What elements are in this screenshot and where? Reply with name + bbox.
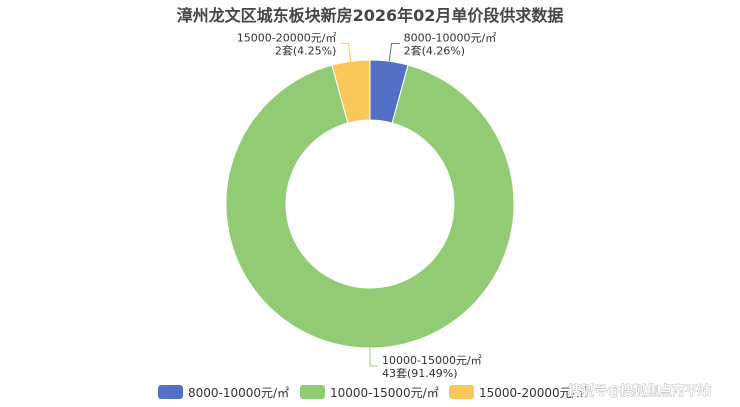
slice-2[interactable] xyxy=(331,59,371,124)
label-line-2 xyxy=(340,42,352,62)
legend[interactable]: 8000-10000元/㎡ 10000-15000元/㎡ 15000-20000元/… xyxy=(158,385,588,400)
legend-label-0[interactable]: 8000-10000元/㎡ xyxy=(188,386,289,400)
legend-swatch-2[interactable] xyxy=(449,385,474,399)
slice-label-name-0: 8000-10000元/㎡ xyxy=(404,31,497,44)
slice-1[interactable] xyxy=(225,64,515,349)
slice-group xyxy=(225,59,515,349)
slice-label-value-1: 43套(91.49%) xyxy=(382,367,458,380)
legend-label-2[interactable]: 15000-20000元/㎡ xyxy=(479,386,588,400)
legend-label-1[interactable]: 10000-15000元/㎡ xyxy=(330,386,439,400)
label-line-0 xyxy=(388,42,400,62)
watermark: 搜狐号@搜狐焦点南平站 xyxy=(568,383,711,399)
label-line-1 xyxy=(369,348,378,367)
slice-label-name-2: 15000-20000元/㎡ xyxy=(237,31,337,44)
legend-swatch-0[interactable] xyxy=(158,385,183,399)
legend-swatch-1[interactable] xyxy=(300,385,325,399)
slice-label-value-2: 2套(4.25%) xyxy=(275,44,337,57)
slice-label-name-1: 10000-15000元/㎡ xyxy=(382,354,482,367)
chart-title: 漳州龙文区城东板块新房2026年02月单价段供求数据 xyxy=(177,6,564,25)
slice-label-value-0: 2套(4.26%) xyxy=(404,44,466,57)
